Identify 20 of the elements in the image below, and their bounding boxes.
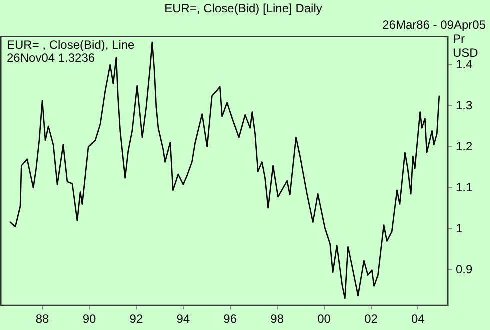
y-tick-label: 1.1 (456, 180, 474, 194)
chart-title: EUR=, Close(Bid) [Line] Daily (164, 2, 322, 16)
x-tick-label: 00 (318, 312, 332, 326)
x-tick-label: 96 (224, 312, 238, 326)
x-tick-label: 98 (270, 312, 284, 326)
annotation: EUR= , Close(Bid), Line (7, 38, 136, 52)
y-tick-label: 1.4 (456, 57, 474, 72)
y-tick-label: 1.2 (456, 139, 474, 154)
y-tick-label: 1 (456, 221, 463, 236)
x-tick-label: 94 (176, 312, 190, 326)
chart-subtitle: 26Mar86 - 09Apr05 (382, 18, 486, 32)
annotation: 26Nov04 1.3236 (7, 51, 96, 66)
x-tick-label: 92 (130, 312, 144, 326)
y-axis-title: Pr USD (453, 32, 480, 60)
y-tick-label: 0.9 (456, 262, 474, 276)
x-tick-label: 02 (364, 312, 378, 326)
x-tick-label: 88 (36, 312, 50, 326)
x-tick-label: 04 (411, 312, 426, 326)
y-tick-label: 1.3 (456, 98, 474, 112)
x-tick-label: 90 (82, 312, 97, 326)
